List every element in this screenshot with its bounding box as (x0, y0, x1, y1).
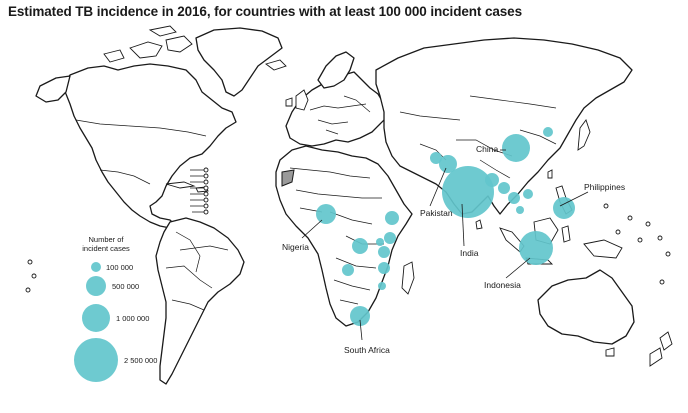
north-america (61, 63, 237, 229)
madagascar (401, 261, 415, 295)
new-zealand-north (659, 331, 673, 351)
us-canada-border (75, 119, 207, 137)
bubble-zimbabwe (378, 282, 386, 290)
label-pakistan: Pakistan (420, 208, 453, 218)
label-indonesia: Indonesia (484, 280, 521, 290)
australia (537, 269, 635, 345)
asia-borders (399, 95, 557, 179)
bubble-india (442, 166, 494, 218)
ireland (285, 97, 293, 107)
incidence-bubbles (316, 127, 575, 326)
legend: Number of incident cases 100 000 500 000… (74, 235, 157, 382)
legend-title-line1: Number of (88, 235, 124, 244)
legend-bubble-1000000 (82, 304, 110, 332)
bubble-nigeria (316, 204, 336, 224)
south-america-borders (165, 231, 229, 311)
bubble-myanmar (498, 182, 510, 194)
bubble-north-korea (543, 127, 553, 137)
arctic-island-4 (148, 25, 177, 37)
bubble-afghanistan (430, 152, 442, 164)
japan (577, 119, 591, 151)
legend-bubble-2500000 (74, 338, 118, 382)
label-south-africa: South Africa (344, 345, 390, 355)
bubble-mozambique (378, 262, 390, 274)
bubble-ethiopia (385, 211, 399, 225)
tasmania (605, 347, 615, 357)
label-nigeria: Nigeria (282, 242, 309, 252)
bubble-pakistan (439, 155, 457, 173)
legend-bubble-100000 (91, 262, 101, 272)
bubble-kenya (384, 232, 396, 244)
cuba (165, 181, 196, 189)
arctic-island-2 (165, 35, 193, 53)
new-guinea (583, 239, 623, 259)
asia (375, 37, 633, 215)
sulawesi (561, 225, 571, 243)
bubble-vietnam (523, 189, 533, 199)
label-china: China (476, 144, 498, 154)
bubble-tanzania (378, 246, 390, 258)
bubble-cambodia (516, 206, 524, 214)
alaska (35, 75, 71, 103)
us-mexico-border (99, 169, 151, 185)
legend-label-2500000: 2 500 000 (124, 356, 157, 365)
western-sahara (281, 169, 295, 187)
pacific-islands (25, 203, 671, 293)
iceland (265, 59, 287, 71)
caribbean-callouts (190, 167, 209, 215)
bubble-indonesia (519, 231, 553, 265)
bubble-angola (342, 264, 354, 276)
legend-title-line2: incident cases (82, 244, 130, 253)
europe-borders (309, 95, 371, 135)
leader-lines (301, 149, 589, 341)
legend-label-1000000: 1 000 000 (116, 314, 149, 323)
label-india: India (460, 248, 479, 258)
great-britain (295, 89, 309, 111)
legend-label-100000: 100 000 (106, 263, 133, 272)
map-title: Estimated TB incidence in 2016, for coun… (8, 4, 522, 19)
bubble-uganda (376, 238, 384, 246)
south-america (155, 217, 245, 385)
arctic-island-3 (103, 49, 125, 63)
bubble-philippines (553, 197, 575, 219)
arctic-islands (129, 41, 163, 59)
legend-bubble-500000 (86, 276, 106, 296)
bubble-china (502, 134, 530, 162)
bubble-thailand (508, 192, 520, 204)
legend-label-500000: 500 000 (112, 282, 139, 291)
scandinavia (317, 51, 355, 89)
label-philippines: Philippines (584, 182, 625, 192)
sri-lanka (475, 219, 483, 230)
bubble-south-africa (350, 306, 370, 326)
bubble-bangladesh (485, 173, 499, 187)
new-zealand-south (649, 347, 663, 367)
greenland (195, 27, 283, 97)
bubble-dr-congo (352, 238, 368, 254)
taiwan (547, 169, 553, 179)
